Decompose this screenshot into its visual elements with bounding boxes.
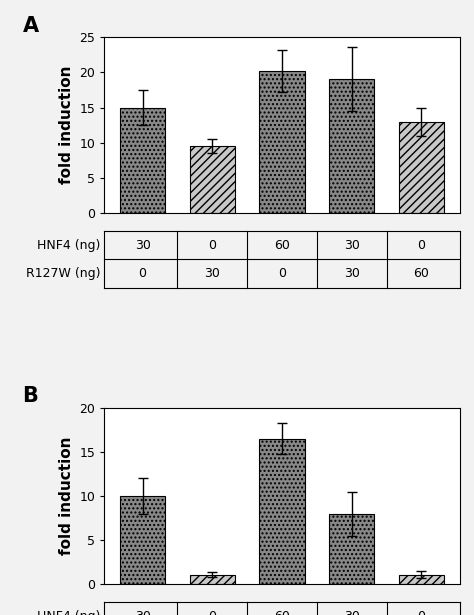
Text: 60: 60 (413, 267, 429, 280)
Bar (190, 574, 235, 584)
Bar (120, 108, 165, 213)
Bar (120, 496, 165, 584)
Text: 0: 0 (278, 267, 286, 280)
Text: 0: 0 (418, 239, 426, 252)
Bar (329, 79, 374, 213)
Text: 0: 0 (209, 609, 216, 615)
Text: 0: 0 (209, 239, 216, 252)
Text: 0: 0 (418, 609, 426, 615)
Bar (399, 122, 444, 213)
Text: 30: 30 (344, 239, 360, 252)
Text: B: B (23, 386, 38, 407)
Text: A: A (23, 16, 39, 36)
Bar (399, 574, 444, 584)
Y-axis label: fold induction: fold induction (59, 437, 74, 555)
Text: 30: 30 (344, 609, 360, 615)
Text: 30: 30 (135, 239, 151, 252)
Text: 30: 30 (344, 267, 360, 280)
Bar (259, 438, 305, 584)
Text: 60: 60 (274, 609, 290, 615)
Text: 60: 60 (274, 239, 290, 252)
Text: 30: 30 (135, 609, 151, 615)
Text: 0: 0 (138, 267, 146, 280)
Text: 30: 30 (204, 267, 220, 280)
Bar (190, 146, 235, 213)
Text: R127W (ng): R127W (ng) (26, 267, 100, 280)
Text: HNF4 (ng): HNF4 (ng) (37, 609, 100, 615)
Bar (329, 514, 374, 584)
Y-axis label: fold induction: fold induction (59, 66, 74, 184)
Bar (259, 71, 305, 213)
Text: HNF4 (ng): HNF4 (ng) (37, 239, 100, 252)
